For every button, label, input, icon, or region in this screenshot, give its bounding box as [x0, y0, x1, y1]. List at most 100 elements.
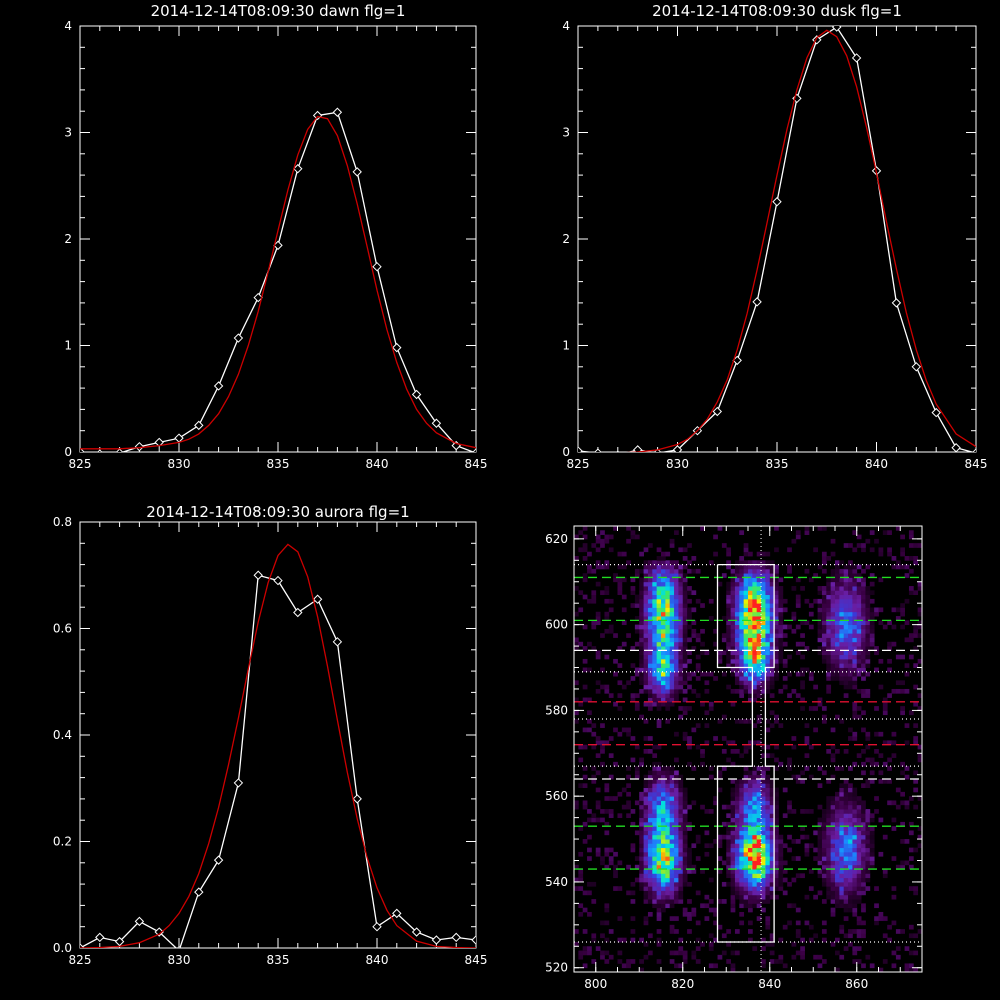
heatmap-cell [848, 830, 853, 836]
heatmap-cell [734, 658, 740, 664]
heatmap-cell [661, 680, 666, 686]
heatmap-cell [787, 761, 792, 767]
heatmap-cell [639, 791, 644, 797]
heatmap-cell [761, 637, 766, 643]
heatmap-cell [835, 847, 840, 853]
heatmap-cell [748, 667, 753, 673]
heatmap-cell [778, 959, 784, 964]
heatmap-cell [752, 770, 758, 776]
heatmap-cell [639, 839, 644, 844]
heatmap-cell [761, 809, 766, 814]
heatmap-cell [652, 770, 658, 776]
heatmap-cell [634, 667, 640, 673]
heatmap-cell [748, 693, 753, 698]
heatmap-cell [852, 637, 858, 643]
selection-box [716, 563, 775, 943]
heatmap-cell [778, 877, 784, 883]
heatmap-cell [769, 637, 775, 643]
heatmap-cell [852, 710, 858, 716]
heatmap-cell [669, 821, 675, 827]
heatmap-cell [717, 658, 723, 664]
heatmap-cell [917, 843, 922, 849]
heatmap-cell [665, 856, 671, 861]
heatmap-cell [830, 821, 836, 827]
heatmap-cell [678, 851, 684, 857]
heatmap-cell [674, 839, 679, 844]
heatmap-cell [682, 688, 688, 694]
heatmap-cell [708, 899, 714, 904]
heatmap-cell [748, 740, 753, 746]
heatmap-cell [669, 856, 675, 861]
data-point [312, 110, 323, 121]
heatmap-cell [669, 950, 675, 956]
heatmap-cell [734, 560, 740, 565]
heatmap-cell [739, 646, 745, 651]
heatmap-cell [856, 830, 862, 836]
heatmap-cell [674, 851, 679, 857]
heatmap-cell [756, 667, 762, 673]
heatmap-cell [643, 916, 649, 921]
heatmap-cell [752, 946, 758, 951]
heatmap-cell [804, 834, 810, 840]
heatmap-cell [769, 667, 775, 673]
heatmap-cell [730, 637, 736, 643]
heatmap-cell [774, 804, 779, 810]
heatmap-cell [813, 954, 818, 960]
heatmap-cell [835, 766, 840, 771]
heatmap-cell [652, 637, 658, 643]
heatmap-cell [726, 624, 731, 630]
heatmap-cell [748, 688, 753, 694]
heatmap-cell [734, 856, 740, 861]
data-point [233, 778, 244, 788]
heatmap-cell [821, 646, 827, 651]
heatmap-cell [761, 821, 766, 827]
heatmap-cell [734, 873, 740, 879]
heatmap-cell [682, 547, 688, 553]
heatmap-cell [835, 573, 840, 578]
heatmap-cell [882, 869, 888, 874]
heatmap-cell [765, 671, 771, 677]
heatmap-cell [656, 556, 662, 561]
heatmap-cell [621, 620, 627, 626]
heatmap-cell [752, 628, 758, 634]
heatmap-cell [595, 800, 601, 806]
heatmap-cell [852, 598, 858, 604]
heatmap-cell [674, 877, 679, 883]
heatmap-cell [774, 590, 779, 596]
heatmap-cell [674, 796, 679, 801]
heatmap-cell [674, 834, 679, 840]
heatmap-cell [578, 701, 584, 707]
heatmap-cell [839, 680, 845, 686]
heatmap-cell [752, 851, 758, 857]
heatmap-cell [756, 624, 762, 630]
heatmap-cell [730, 663, 736, 668]
heatmap-cell [835, 676, 840, 681]
x-tick-label: 840 [366, 457, 389, 471]
heatmap-cell [678, 688, 684, 694]
heatmap-cell [647, 787, 653, 793]
heatmap-cell [665, 581, 671, 587]
heatmap-cell [848, 573, 853, 578]
heatmap-cell [830, 877, 836, 883]
heatmap-cell [839, 826, 845, 831]
heatmap-cell [891, 894, 897, 900]
heatmap-cell [748, 804, 753, 810]
heatmap-cell [778, 843, 784, 849]
heatmap-cell [852, 581, 858, 587]
heatmap-cell [639, 646, 644, 651]
heatmap-cell [647, 598, 653, 604]
heatmap-cell [826, 749, 832, 754]
heatmap-cell [595, 654, 601, 660]
heatmap-cell [856, 688, 862, 694]
heatmap-cell [643, 826, 649, 831]
heatmap-cell [848, 654, 853, 660]
heatmap-cell [661, 646, 666, 651]
heatmap-cell [678, 843, 684, 849]
heatmap-cell [900, 770, 905, 776]
heatmap-cell [647, 624, 653, 630]
heatmap-cell [826, 860, 832, 866]
heatmap-cell [782, 641, 788, 647]
heatmap-cell [769, 847, 775, 853]
heatmap-cell [582, 684, 588, 690]
heatmap-cell [669, 650, 675, 656]
